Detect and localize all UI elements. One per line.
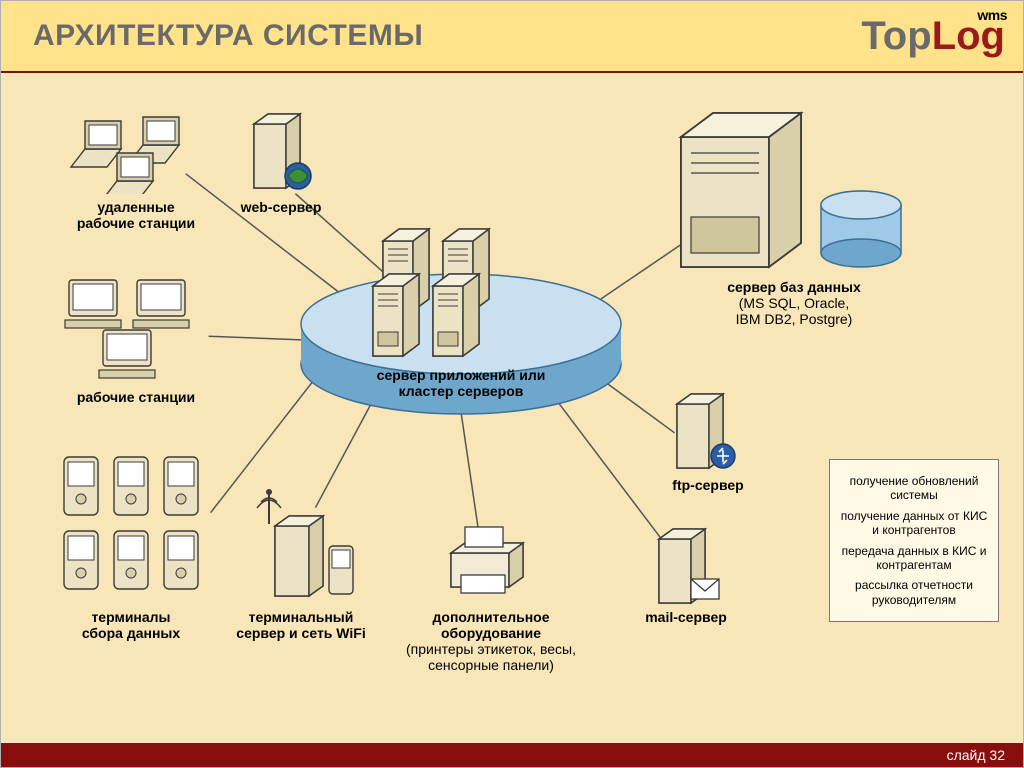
terminals-label: терминалы сбора данных bbox=[56, 609, 206, 641]
terminal-server-icon bbox=[251, 484, 361, 604]
side-note-item: получение данных от КИС и контрагентов bbox=[836, 509, 992, 538]
equipment-label: дополнительное оборудование (принтеры эт… bbox=[391, 609, 591, 673]
side-note-item: получение обновлений системы bbox=[836, 474, 992, 503]
logo-text-grey: Top bbox=[861, 14, 931, 58]
db-server-icon bbox=[671, 97, 921, 277]
diagram-canvas: сервер приложений или кластер серверов bbox=[11, 79, 1013, 737]
web-server-label: web-сервер bbox=[221, 199, 341, 215]
logo-wms: wms bbox=[977, 8, 1007, 22]
db-server-label: сервер баз данных (MS SQL, Oracle, IBM D… bbox=[699, 279, 889, 327]
mail-server-label: mail-сервер bbox=[631, 609, 741, 625]
slide: АРХИТЕКТУРА СИСТЕМЫ TopLog wms bbox=[0, 0, 1024, 768]
term-server-label: терминальный сервер и сеть WiFi bbox=[211, 609, 391, 641]
laptops-icon bbox=[51, 99, 211, 194]
slide-title: АРХИТЕКТУРА СИСТЕМЫ bbox=[33, 19, 423, 53]
web-server-icon bbox=[246, 104, 321, 194]
terminals-icon bbox=[56, 449, 211, 599]
workstations-icon bbox=[51, 274, 211, 384]
printer-icon bbox=[439, 519, 539, 604]
side-note-box: получение обновлений системы получение д… bbox=[829, 459, 999, 622]
ftp-server-label: ftp-сервер bbox=[653, 477, 763, 493]
mail-server-icon bbox=[651, 519, 726, 609]
slide-number: слайд 32 bbox=[947, 747, 1005, 763]
slide-footer: слайд 32 bbox=[1, 743, 1023, 767]
side-note-item: рассылка отчетности руководителям bbox=[836, 578, 992, 607]
logo: TopLog wms bbox=[861, 16, 1005, 56]
side-note-item: передача данных в КИС и контрагентам bbox=[836, 544, 992, 573]
remote-ws-label: удаленные рабочие станции bbox=[61, 199, 211, 231]
ftp-server-icon bbox=[669, 384, 744, 474]
slide-header: АРХИТЕКТУРА СИСТЕМЫ TopLog wms bbox=[1, 1, 1023, 73]
hub-label: сервер приложений или кластер серверов bbox=[351, 367, 571, 399]
workstations-label: рабочие станции bbox=[66, 389, 206, 405]
